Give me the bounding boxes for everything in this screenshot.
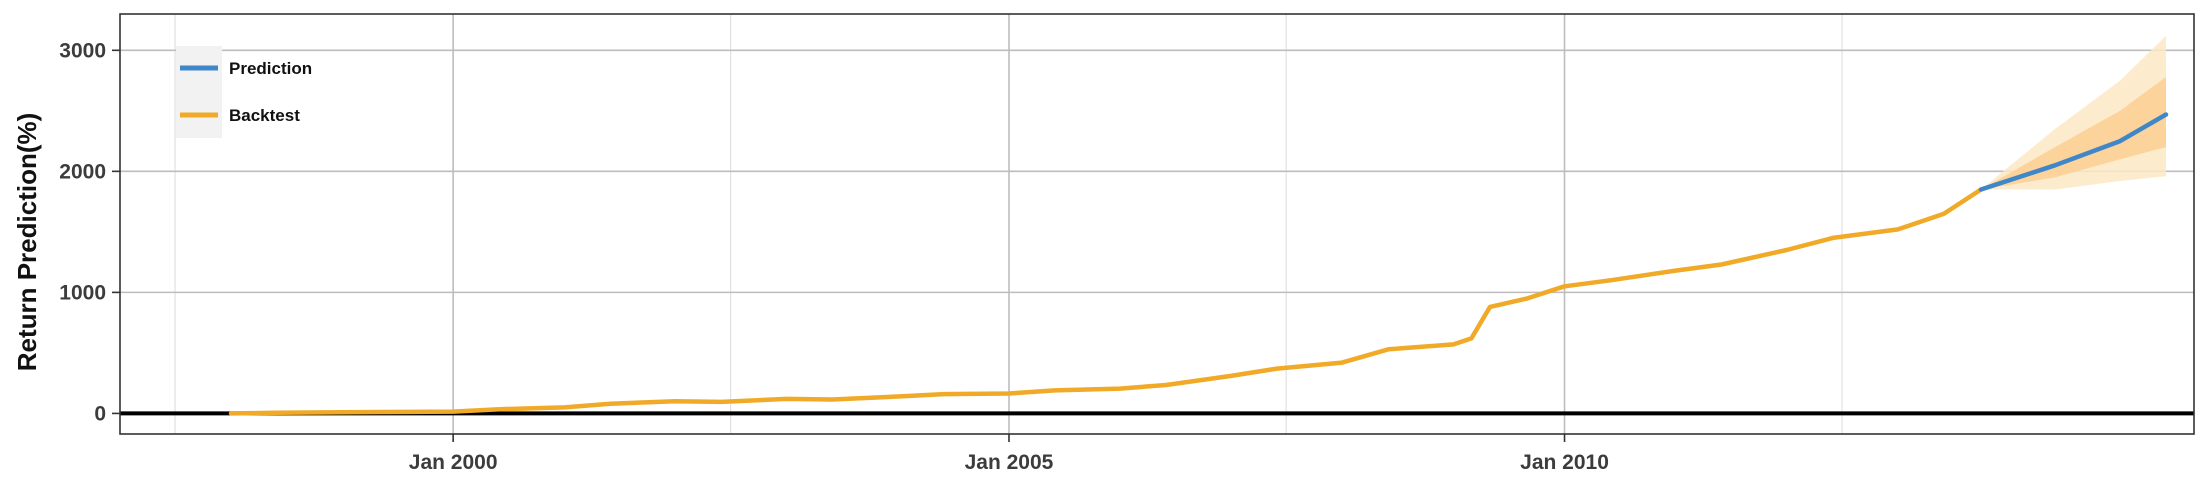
legend-label-prediction: Prediction bbox=[229, 59, 312, 78]
series-line-prediction bbox=[1978, 112, 2169, 192]
y-axis-title: Return Prediction(%) bbox=[12, 113, 42, 372]
y-tick-label: 0 bbox=[94, 402, 106, 425]
y-tick-label: 1000 bbox=[59, 281, 106, 304]
grid-layer bbox=[120, 14, 2194, 434]
plot-border bbox=[119, 13, 2195, 435]
prediction-band-inner bbox=[1981, 76, 2166, 190]
series-line-backtest bbox=[228, 187, 1984, 416]
y-tick-label: 3000 bbox=[59, 39, 106, 62]
axis-layer: 0 1000 2000 3000 Jan 2000 Jan 2005 Jan 2010 bbox=[59, 13, 2195, 474]
x-tick-label: Jan 2005 bbox=[965, 451, 1054, 474]
legend-label-backtest: Backtest bbox=[229, 106, 300, 125]
series-layer bbox=[120, 112, 2194, 416]
prediction-bands bbox=[1981, 35, 2166, 190]
y-tick-label: 2000 bbox=[59, 160, 106, 183]
legend: Prediction Backtest bbox=[176, 46, 312, 138]
x-tick-label: Jan 2010 bbox=[1520, 451, 1609, 474]
x-tick-label: Jan 2000 bbox=[409, 451, 498, 474]
legend-key-background bbox=[176, 46, 222, 138]
